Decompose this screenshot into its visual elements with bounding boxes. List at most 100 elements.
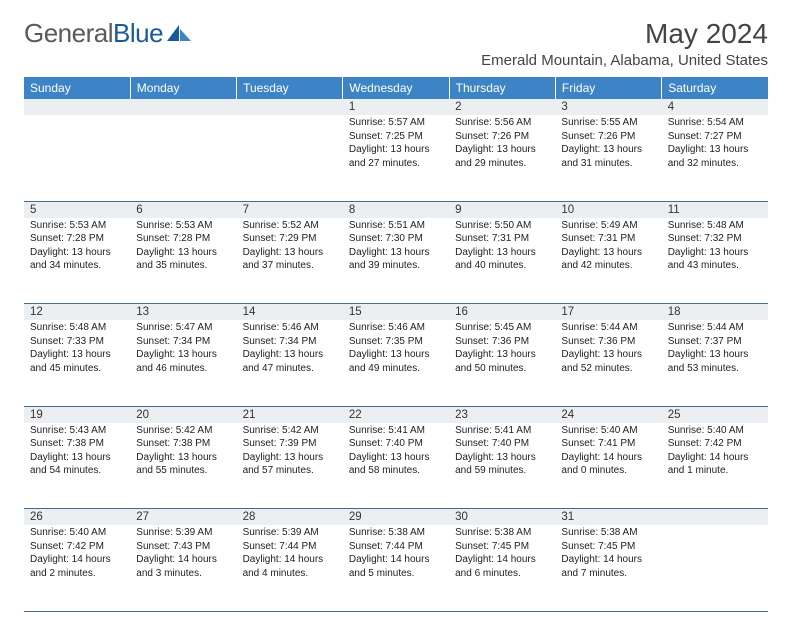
day-cell: Sunrise: 5:46 AMSunset: 7:35 PMDaylight:… — [343, 320, 449, 406]
day-details: Sunrise: 5:41 AMSunset: 7:40 PMDaylight:… — [349, 423, 443, 478]
day-number-cell: 31 — [555, 509, 661, 526]
day-number-cell: 6 — [130, 201, 236, 218]
calendar-body: 1234Sunrise: 5:57 AMSunset: 7:25 PMDayli… — [24, 99, 768, 611]
day-number-cell: 2 — [449, 99, 555, 115]
day-cell: Sunrise: 5:42 AMSunset: 7:39 PMDaylight:… — [237, 423, 343, 509]
day-cell: Sunrise: 5:42 AMSunset: 7:38 PMDaylight:… — [130, 423, 236, 509]
day-number-row: 567891011 — [24, 201, 768, 218]
day-details: Sunrise: 5:48 AMSunset: 7:33 PMDaylight:… — [30, 320, 124, 375]
weekday-header: Tuesday — [237, 77, 343, 99]
day-content-row: Sunrise: 5:40 AMSunset: 7:42 PMDaylight:… — [24, 525, 768, 611]
logo-text-blue: Blue — [113, 18, 163, 49]
day-number-row: 1234 — [24, 99, 768, 115]
day-details: Sunrise: 5:44 AMSunset: 7:37 PMDaylight:… — [668, 320, 762, 375]
day-number-cell: 9 — [449, 201, 555, 218]
day-details: Sunrise: 5:47 AMSunset: 7:34 PMDaylight:… — [136, 320, 230, 375]
day-number-cell — [24, 99, 130, 115]
day-details: Sunrise: 5:43 AMSunset: 7:38 PMDaylight:… — [30, 423, 124, 478]
day-cell: Sunrise: 5:38 AMSunset: 7:45 PMDaylight:… — [449, 525, 555, 611]
day-details: Sunrise: 5:39 AMSunset: 7:43 PMDaylight:… — [136, 525, 230, 580]
day-number-cell: 5 — [24, 201, 130, 218]
day-number-cell: 11 — [662, 201, 768, 218]
day-cell: Sunrise: 5:44 AMSunset: 7:37 PMDaylight:… — [662, 320, 768, 406]
day-details: Sunrise: 5:44 AMSunset: 7:36 PMDaylight:… — [561, 320, 655, 375]
day-number-row: 19202122232425 — [24, 406, 768, 423]
day-number-cell: 22 — [343, 406, 449, 423]
day-number-cell: 4 — [662, 99, 768, 115]
day-details: Sunrise: 5:39 AMSunset: 7:44 PMDaylight:… — [243, 525, 337, 580]
day-number-cell: 27 — [130, 509, 236, 526]
weekday-header: Monday — [130, 77, 236, 99]
day-cell: Sunrise: 5:46 AMSunset: 7:34 PMDaylight:… — [237, 320, 343, 406]
day-cell: Sunrise: 5:52 AMSunset: 7:29 PMDaylight:… — [237, 218, 343, 304]
day-cell: Sunrise: 5:38 AMSunset: 7:45 PMDaylight:… — [555, 525, 661, 611]
day-cell: Sunrise: 5:45 AMSunset: 7:36 PMDaylight:… — [449, 320, 555, 406]
day-cell — [24, 115, 130, 201]
day-number-cell: 24 — [555, 406, 661, 423]
day-content-row: Sunrise: 5:43 AMSunset: 7:38 PMDaylight:… — [24, 423, 768, 509]
day-content-row: Sunrise: 5:48 AMSunset: 7:33 PMDaylight:… — [24, 320, 768, 406]
weekday-header-row: SundayMondayTuesdayWednesdayThursdayFrid… — [24, 77, 768, 99]
day-number-cell: 18 — [662, 304, 768, 321]
day-number-cell: 26 — [24, 509, 130, 526]
day-cell — [130, 115, 236, 201]
day-cell: Sunrise: 5:40 AMSunset: 7:41 PMDaylight:… — [555, 423, 661, 509]
day-cell: Sunrise: 5:53 AMSunset: 7:28 PMDaylight:… — [24, 218, 130, 304]
day-details: Sunrise: 5:40 AMSunset: 7:42 PMDaylight:… — [30, 525, 124, 580]
day-details: Sunrise: 5:45 AMSunset: 7:36 PMDaylight:… — [455, 320, 549, 375]
day-number-cell — [662, 509, 768, 526]
day-number-cell: 1 — [343, 99, 449, 115]
day-number-cell: 21 — [237, 406, 343, 423]
day-cell — [662, 525, 768, 611]
day-cell: Sunrise: 5:44 AMSunset: 7:36 PMDaylight:… — [555, 320, 661, 406]
day-details: Sunrise: 5:38 AMSunset: 7:45 PMDaylight:… — [561, 525, 655, 580]
day-number-cell: 19 — [24, 406, 130, 423]
day-number-cell: 16 — [449, 304, 555, 321]
day-number-cell: 23 — [449, 406, 555, 423]
day-details: Sunrise: 5:55 AMSunset: 7:26 PMDaylight:… — [561, 115, 655, 170]
day-details: Sunrise: 5:57 AMSunset: 7:25 PMDaylight:… — [349, 115, 443, 170]
day-number-cell: 13 — [130, 304, 236, 321]
weekday-header: Thursday — [449, 77, 555, 99]
title-block: May 2024 Emerald Mountain, Alabama, Unit… — [481, 18, 768, 69]
logo: GeneralBlue — [24, 18, 193, 49]
header: GeneralBlue May 2024 Emerald Mountain, A… — [24, 18, 768, 69]
day-details: Sunrise: 5:54 AMSunset: 7:27 PMDaylight:… — [668, 115, 762, 170]
day-cell: Sunrise: 5:48 AMSunset: 7:33 PMDaylight:… — [24, 320, 130, 406]
day-number-cell — [130, 99, 236, 115]
day-number-cell: 20 — [130, 406, 236, 423]
day-details: Sunrise: 5:53 AMSunset: 7:28 PMDaylight:… — [136, 218, 230, 273]
day-cell: Sunrise: 5:57 AMSunset: 7:25 PMDaylight:… — [343, 115, 449, 201]
day-number-cell: 25 — [662, 406, 768, 423]
day-number-row: 12131415161718 — [24, 304, 768, 321]
page-title: May 2024 — [481, 18, 768, 50]
day-details: Sunrise: 5:51 AMSunset: 7:30 PMDaylight:… — [349, 218, 443, 273]
day-details: Sunrise: 5:52 AMSunset: 7:29 PMDaylight:… — [243, 218, 337, 273]
day-cell: Sunrise: 5:49 AMSunset: 7:31 PMDaylight:… — [555, 218, 661, 304]
day-number-cell: 10 — [555, 201, 661, 218]
calendar-page: GeneralBlue May 2024 Emerald Mountain, A… — [0, 0, 792, 622]
day-details: Sunrise: 5:46 AMSunset: 7:35 PMDaylight:… — [349, 320, 443, 375]
weekday-header: Sunday — [24, 77, 130, 99]
day-number-cell: 12 — [24, 304, 130, 321]
day-details: Sunrise: 5:53 AMSunset: 7:28 PMDaylight:… — [30, 218, 124, 273]
day-number-cell: 30 — [449, 509, 555, 526]
day-details: Sunrise: 5:46 AMSunset: 7:34 PMDaylight:… — [243, 320, 337, 375]
day-details: Sunrise: 5:41 AMSunset: 7:40 PMDaylight:… — [455, 423, 549, 478]
day-cell: Sunrise: 5:43 AMSunset: 7:38 PMDaylight:… — [24, 423, 130, 509]
page-subtitle: Emerald Mountain, Alabama, United States — [481, 52, 768, 69]
day-content-row: Sunrise: 5:57 AMSunset: 7:25 PMDaylight:… — [24, 115, 768, 201]
day-number-cell: 15 — [343, 304, 449, 321]
day-number-cell: 3 — [555, 99, 661, 115]
day-cell: Sunrise: 5:40 AMSunset: 7:42 PMDaylight:… — [662, 423, 768, 509]
day-cell: Sunrise: 5:40 AMSunset: 7:42 PMDaylight:… — [24, 525, 130, 611]
day-details: Sunrise: 5:38 AMSunset: 7:44 PMDaylight:… — [349, 525, 443, 580]
day-cell: Sunrise: 5:41 AMSunset: 7:40 PMDaylight:… — [449, 423, 555, 509]
day-number-cell: 29 — [343, 509, 449, 526]
day-cell — [237, 115, 343, 201]
day-cell: Sunrise: 5:39 AMSunset: 7:43 PMDaylight:… — [130, 525, 236, 611]
day-details: Sunrise: 5:42 AMSunset: 7:38 PMDaylight:… — [136, 423, 230, 478]
day-cell: Sunrise: 5:50 AMSunset: 7:31 PMDaylight:… — [449, 218, 555, 304]
weekday-header: Friday — [555, 77, 661, 99]
day-details: Sunrise: 5:40 AMSunset: 7:41 PMDaylight:… — [561, 423, 655, 478]
